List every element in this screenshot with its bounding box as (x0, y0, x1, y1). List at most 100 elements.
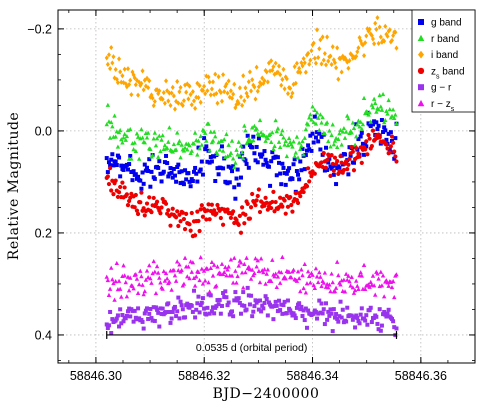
data-point (376, 123, 381, 128)
data-point (204, 144, 209, 149)
data-point (156, 165, 161, 170)
data-point (282, 142, 287, 147)
data-point (301, 285, 306, 291)
data-point (295, 155, 301, 160)
data-point (270, 257, 275, 262)
data-point (191, 169, 196, 174)
data-point (361, 262, 367, 267)
data-point (276, 139, 282, 144)
data-point (197, 310, 202, 315)
data-point (206, 280, 211, 285)
data-point (362, 152, 367, 157)
data-point (193, 165, 198, 170)
data-point (172, 173, 177, 178)
data-point (262, 267, 267, 272)
data-point (262, 133, 267, 138)
period-annotation: 0.0535 d (orbital period) (106, 330, 398, 354)
data-point (265, 207, 270, 212)
data-point (189, 303, 194, 308)
data-point (115, 194, 121, 200)
data-point (362, 316, 367, 321)
data-point (326, 309, 331, 314)
data-point (119, 294, 124, 299)
data-point (288, 308, 293, 313)
data-point (346, 273, 351, 278)
data-point (162, 278, 168, 283)
data-point (299, 267, 304, 272)
data-point (200, 214, 206, 219)
data-point (337, 314, 342, 319)
data-point (268, 278, 274, 284)
data-point (236, 296, 241, 301)
data-point (390, 107, 396, 112)
data-point (199, 142, 205, 147)
data-point (273, 60, 278, 66)
data-point (306, 143, 311, 148)
data-point (374, 314, 379, 319)
data-point (177, 212, 182, 217)
data-point (237, 213, 242, 218)
data-point (388, 130, 393, 135)
data-point (128, 126, 133, 132)
data-point (249, 267, 255, 272)
data-point (290, 176, 295, 181)
data-point (321, 307, 326, 312)
data-point (206, 121, 211, 126)
data-point (329, 132, 334, 137)
data-point (151, 136, 156, 141)
data-point (281, 135, 286, 140)
data-point (255, 299, 260, 304)
data-point (393, 154, 398, 159)
data-point (147, 311, 152, 316)
data-point (183, 315, 188, 320)
data-point (205, 305, 210, 310)
data-point (168, 320, 173, 325)
data-point (167, 171, 172, 176)
data-point (201, 268, 207, 273)
data-point (239, 205, 245, 210)
data-point (349, 313, 354, 318)
data-point (128, 77, 133, 83)
data-point (169, 90, 174, 96)
data-point (320, 164, 325, 170)
data-point (359, 160, 364, 165)
data-point (312, 55, 317, 61)
data-point (357, 321, 362, 326)
data-point (311, 40, 316, 46)
data-point (363, 40, 368, 46)
data-point (110, 277, 115, 282)
data-point (332, 138, 338, 143)
data-point (232, 185, 237, 190)
data-point (131, 72, 136, 78)
data-point (164, 78, 169, 84)
series-g-band (104, 110, 399, 201)
data-point (210, 138, 216, 143)
data-point (149, 210, 154, 215)
data-point (158, 171, 163, 176)
data-point (357, 35, 362, 41)
data-point (212, 311, 217, 316)
data-point (104, 274, 109, 279)
data-point (208, 265, 213, 270)
data-point (295, 200, 301, 206)
data-point (230, 169, 235, 174)
data-point (358, 119, 363, 124)
data-point (127, 162, 132, 167)
data-point (231, 314, 236, 319)
data-point (221, 166, 226, 171)
y-axis-title: Relative Magnitude (6, 112, 22, 260)
data-point (263, 195, 268, 200)
data-point (209, 202, 214, 207)
data-point (141, 181, 146, 186)
data-point (175, 309, 180, 314)
data-point (129, 92, 134, 98)
data-point (225, 267, 230, 272)
data-point (301, 189, 306, 195)
data-point (182, 145, 188, 150)
data-point (359, 273, 364, 278)
data-point (152, 269, 158, 274)
data-point (167, 125, 172, 130)
data-point (318, 274, 323, 279)
data-point (241, 290, 246, 295)
data-point (364, 33, 369, 39)
